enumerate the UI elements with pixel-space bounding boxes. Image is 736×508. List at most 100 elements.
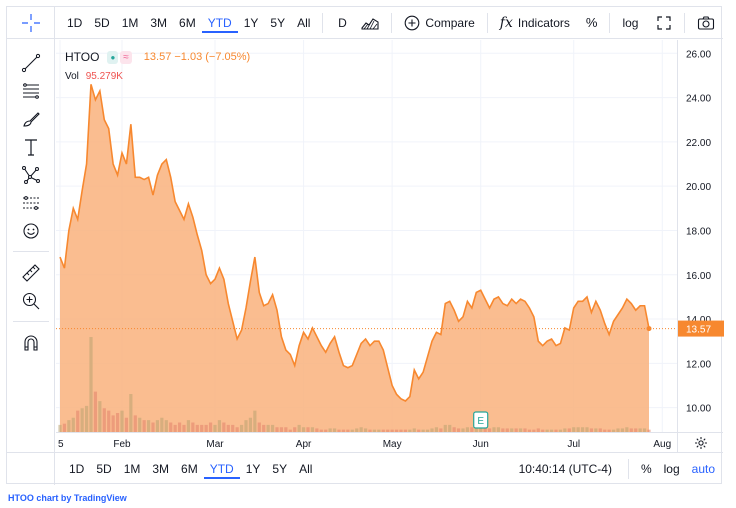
crosshair-icon	[21, 13, 40, 32]
volume-bar	[474, 426, 478, 432]
time-tick-label: Jun	[473, 439, 489, 450]
volume-bar	[439, 428, 443, 432]
top-range-1m[interactable]: 1M	[121, 15, 139, 30]
top-range-6m[interactable]: 6M	[179, 15, 196, 30]
volume-bar	[160, 417, 164, 432]
pattern-tool[interactable]	[19, 163, 43, 187]
bottom-range-1d[interactable]: 1D	[69, 461, 85, 476]
volume-bar	[195, 424, 199, 433]
fullscreen-icon	[657, 15, 671, 30]
crosshair-tool[interactable]	[7, 6, 55, 39]
bottom-range-6m[interactable]: 6M	[181, 461, 198, 476]
log-scale-button[interactable]: log	[663, 461, 680, 476]
volume-bar	[253, 410, 257, 433]
volume-bar	[248, 417, 253, 432]
volume-bar	[523, 428, 527, 432]
delay-icon: ≈	[123, 51, 129, 63]
volume-bar	[620, 428, 625, 432]
bottom-range-all[interactable]: All	[299, 461, 313, 476]
price-area	[60, 84, 649, 432]
chart-plot-area[interactable]: E	[56, 40, 677, 433]
earnings-label: E	[477, 416, 484, 427]
volume-bar	[625, 427, 629, 432]
chart-settings-button[interactable]	[677, 432, 723, 452]
ruler-icon	[22, 264, 40, 282]
volume-bar	[638, 428, 642, 432]
bottom-range-1y[interactable]: 1Y	[245, 461, 261, 476]
bottom-range-3m[interactable]: 3M	[152, 461, 170, 476]
volume-bar	[505, 428, 509, 432]
magnet-tool[interactable]	[19, 331, 43, 355]
top-range-1y[interactable]: 1Y	[243, 15, 259, 30]
volume-bar	[115, 413, 120, 432]
volume-bar	[372, 429, 377, 433]
volume-bar	[417, 429, 421, 433]
fib-tool[interactable]	[19, 79, 43, 103]
volume-bar	[616, 428, 620, 432]
bottom-range-ytd[interactable]: YTD	[203, 459, 240, 479]
volume-bar	[465, 427, 470, 432]
volume-bar	[412, 428, 416, 432]
compare-button[interactable]: Compare	[398, 11, 480, 35]
time-tick-label: May	[383, 439, 402, 450]
volume-bar	[76, 410, 80, 433]
volume-bar	[456, 428, 461, 432]
price-axis[interactable]: 26.00 24.00 22.00 20.00 18.00 16.00 14.00 12.00…	[677, 40, 724, 432]
prediction-tool[interactable]	[19, 191, 43, 215]
volume-bar	[332, 428, 337, 432]
volume-bar	[133, 415, 137, 433]
top-range-1d[interactable]: 1D	[67, 15, 83, 30]
auto-scale-button[interactable]: auto	[691, 461, 715, 476]
volume-bar	[647, 429, 651, 433]
top-range-ytd[interactable]: YTD	[201, 13, 238, 33]
volume-bar	[532, 429, 536, 433]
volume-bar	[470, 427, 474, 432]
toolbar-divider	[609, 12, 611, 33]
time-axis[interactable]: 5 Feb Mar Apr May Jun Jul Aug	[56, 432, 677, 452]
attribution-brand: TradingView	[73, 493, 127, 503]
top-range-5d[interactable]: 5D	[94, 15, 110, 30]
last-price-tag	[678, 320, 724, 337]
indicators-button[interactable]: fx Indicators	[494, 11, 576, 35]
volume-bar	[337, 429, 341, 433]
zoom-tool[interactable]	[19, 289, 43, 313]
volume-bar	[310, 427, 315, 432]
price-chart: E	[56, 40, 677, 433]
symbol-label: HTOO	[65, 50, 100, 64]
bottom-range-1m[interactable]: 1M	[123, 461, 141, 476]
brush-tool[interactable]	[19, 107, 43, 131]
volume-bar	[275, 427, 279, 432]
volume-bar	[84, 405, 89, 433]
text-tool[interactable]	[19, 135, 43, 159]
volume-bar	[425, 429, 430, 433]
measure-tool[interactable]	[19, 261, 43, 285]
volume-bar	[222, 422, 226, 432]
log-button[interactable]: log	[622, 15, 639, 30]
volume-bar	[598, 428, 602, 432]
volume-label: Vol	[65, 71, 79, 82]
volume-bar	[279, 427, 284, 432]
top-range-5y[interactable]: 5Y	[270, 15, 286, 30]
bottom-range-5y[interactable]: 5Y	[272, 461, 288, 476]
trend-line-tool[interactable]	[19, 51, 43, 75]
attribution-link[interactable]: HTOO chart by TradingView	[8, 493, 127, 503]
volume-bar	[62, 423, 67, 432]
percent-scale-button[interactable]: %	[640, 461, 652, 476]
chart-style-button[interactable]	[355, 11, 385, 35]
volume-bar	[169, 422, 173, 432]
interval-button[interactable]: D	[338, 15, 347, 30]
top-range-all[interactable]: All	[297, 15, 311, 30]
snapshot-button[interactable]	[691, 11, 721, 35]
attribution-prefix: HTOO chart by	[8, 493, 74, 503]
earnings-box	[473, 411, 489, 429]
percent-button[interactable]: %	[585, 15, 598, 30]
fullscreen-button[interactable]	[650, 11, 678, 35]
volume-bar	[129, 394, 133, 432]
volume-bar	[315, 428, 319, 432]
top-range-3m[interactable]: 3M	[150, 15, 168, 30]
toolbar-divider	[486, 12, 488, 33]
icon-tool[interactable]	[19, 219, 43, 243]
bottom-range-5d[interactable]: 5D	[96, 461, 112, 476]
price-tick-label: 10.00	[686, 404, 711, 415]
volume-bar	[443, 424, 447, 433]
